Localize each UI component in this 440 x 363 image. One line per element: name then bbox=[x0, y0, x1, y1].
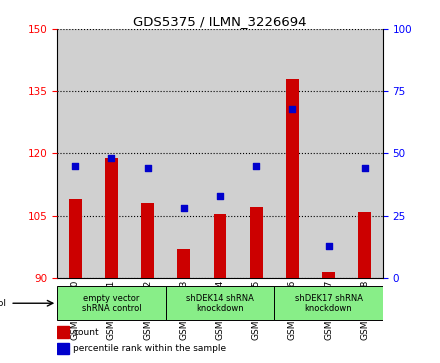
Text: shDEK14 shRNA
knockdown: shDEK14 shRNA knockdown bbox=[186, 294, 254, 313]
Bar bbox=[177, 249, 190, 278]
Bar bbox=[347, 29, 383, 278]
Bar bbox=[105, 158, 118, 278]
Bar bbox=[238, 29, 274, 278]
Bar bbox=[57, 343, 69, 354]
Text: percentile rank within the sample: percentile rank within the sample bbox=[73, 344, 227, 353]
Point bbox=[180, 205, 187, 211]
Point bbox=[216, 193, 224, 199]
Point bbox=[361, 166, 368, 171]
Bar bbox=[286, 79, 299, 278]
Title: GDS5375 / ILMN_3226694: GDS5375 / ILMN_3226694 bbox=[133, 15, 307, 28]
Point bbox=[253, 163, 260, 169]
Point bbox=[108, 156, 115, 162]
Text: protocol: protocol bbox=[0, 299, 7, 308]
Bar bbox=[129, 29, 166, 278]
Bar bbox=[57, 286, 166, 320]
Bar bbox=[166, 29, 202, 278]
Bar bbox=[250, 207, 263, 278]
Bar bbox=[166, 286, 274, 320]
Bar bbox=[202, 29, 238, 278]
Bar bbox=[311, 29, 347, 278]
Bar bbox=[57, 326, 69, 338]
Bar bbox=[69, 199, 82, 278]
Text: shDEK17 shRNA
knockdown: shDEK17 shRNA knockdown bbox=[294, 294, 363, 313]
Bar bbox=[141, 203, 154, 278]
Point bbox=[325, 243, 332, 249]
Point bbox=[144, 166, 151, 171]
Point bbox=[72, 163, 79, 169]
Bar bbox=[274, 29, 311, 278]
Bar bbox=[214, 214, 226, 278]
Bar bbox=[322, 272, 335, 278]
Bar bbox=[93, 29, 129, 278]
Point bbox=[289, 106, 296, 111]
Bar bbox=[57, 29, 93, 278]
Text: count: count bbox=[73, 328, 99, 337]
Text: empty vector
shRNA control: empty vector shRNA control bbox=[82, 294, 141, 313]
Bar bbox=[359, 212, 371, 278]
Bar bbox=[274, 286, 383, 320]
